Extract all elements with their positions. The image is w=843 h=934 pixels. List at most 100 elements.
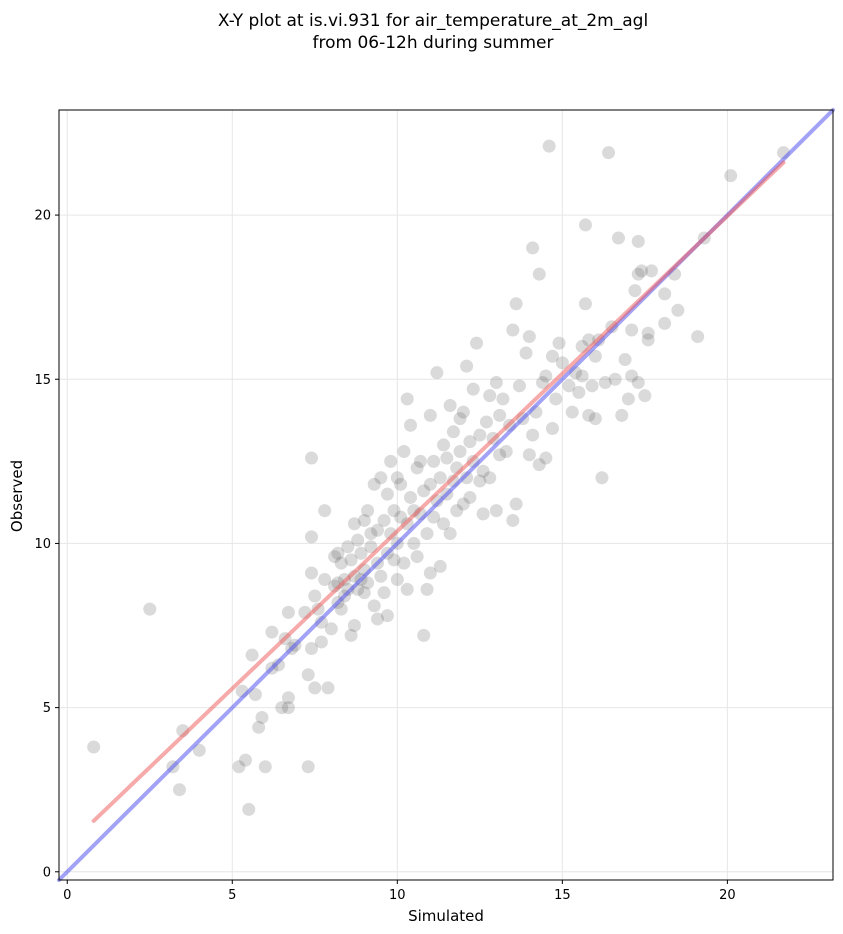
data-point: [512, 379, 526, 393]
data-point: [545, 349, 559, 363]
data-point: [248, 687, 262, 701]
data-point: [364, 527, 378, 541]
data-point: [611, 231, 625, 245]
data-point: [347, 619, 361, 633]
reference-lines: [57, 108, 835, 882]
plot-frame: [58, 109, 834, 881]
data-point: [407, 536, 421, 550]
data-point: [387, 553, 401, 567]
data-point: [387, 504, 401, 518]
data-point: [324, 622, 338, 636]
data-point: [658, 316, 672, 330]
data-point: [519, 346, 533, 360]
data-point: [625, 323, 639, 337]
data-point: [344, 553, 358, 567]
data-point: [404, 418, 418, 432]
y-axis-label: Observed: [8, 460, 26, 532]
data-point: [476, 464, 490, 478]
data-point: [304, 566, 318, 580]
data-point: [374, 471, 388, 485]
data-point: [552, 336, 566, 350]
data-point: [635, 264, 649, 278]
data-point: [526, 241, 540, 255]
data-point: [631, 267, 645, 281]
data-point: [631, 234, 645, 248]
data-point: [245, 648, 259, 662]
data-point: [446, 425, 460, 439]
x-tick-label: 15: [554, 888, 571, 903]
data-point: [304, 530, 318, 544]
data-point: [410, 461, 424, 475]
data-point: [318, 573, 332, 587]
y-tick-label: 15: [34, 373, 51, 388]
x-tick-label: 0: [63, 888, 71, 903]
axis-ticks: 0 5 10 15 20 0 5 10 15 20: [34, 209, 735, 903]
x-tick-label: 10: [389, 888, 406, 903]
data-point: [671, 303, 685, 317]
data-point: [390, 471, 404, 485]
data-point: [463, 435, 477, 449]
data-point: [453, 412, 467, 426]
data-point: [347, 517, 361, 531]
data-point: [470, 336, 484, 350]
data-point: [483, 471, 497, 485]
data-point: [443, 399, 457, 413]
data-point: [539, 369, 553, 383]
data-point: [638, 389, 652, 403]
data-point: [631, 376, 645, 390]
data-point: [509, 497, 523, 511]
data-point: [367, 477, 381, 491]
data-point: [437, 517, 451, 531]
data-point: [172, 783, 186, 797]
data-point: [281, 605, 295, 619]
data-point: [598, 376, 612, 390]
data-point: [582, 408, 596, 422]
chart-title-line-1: X-Y plot at is.vi.931 for air_temperatur…: [218, 11, 648, 31]
data-point: [420, 527, 434, 541]
data-point: [394, 477, 408, 491]
chart-title-line-2: from 06-12h during summer: [313, 33, 554, 53]
data-point: [361, 576, 375, 590]
data-point: [575, 369, 589, 383]
data-point: [423, 566, 437, 580]
data-point: [238, 753, 252, 767]
data-point: [522, 330, 536, 344]
data-point: [252, 720, 266, 734]
data-point: [572, 385, 586, 399]
data-point: [377, 513, 391, 527]
data-point: [473, 428, 487, 442]
data-point: [374, 569, 388, 583]
data-point: [357, 586, 371, 600]
data-point: [456, 405, 470, 419]
data-point: [539, 451, 553, 465]
data-point: [476, 507, 490, 521]
data-point: [404, 490, 418, 504]
data-point: [641, 333, 655, 347]
data-point: [522, 448, 536, 462]
data-point: [143, 602, 157, 616]
data-point: [473, 474, 487, 488]
data-point: [242, 802, 256, 816]
data-point: [334, 556, 348, 570]
data-point: [565, 405, 579, 419]
data-point: [460, 471, 474, 485]
data-point: [354, 546, 368, 560]
data-point: [460, 359, 474, 373]
data-point: [479, 415, 493, 429]
y-tick-label: 0: [43, 865, 51, 880]
data-point: [265, 625, 279, 639]
data-point: [394, 510, 408, 524]
data-point: [463, 490, 477, 504]
data-point: [493, 448, 507, 462]
data-point: [466, 382, 480, 396]
data-point: [281, 691, 295, 705]
data-point: [271, 658, 285, 672]
data-point: [526, 428, 540, 442]
data-point: [308, 681, 322, 695]
data-point: [344, 628, 358, 642]
data-point: [301, 668, 315, 682]
data-point: [318, 504, 332, 518]
data-point: [618, 353, 632, 367]
data-point: [420, 582, 434, 596]
data-point: [361, 504, 375, 518]
